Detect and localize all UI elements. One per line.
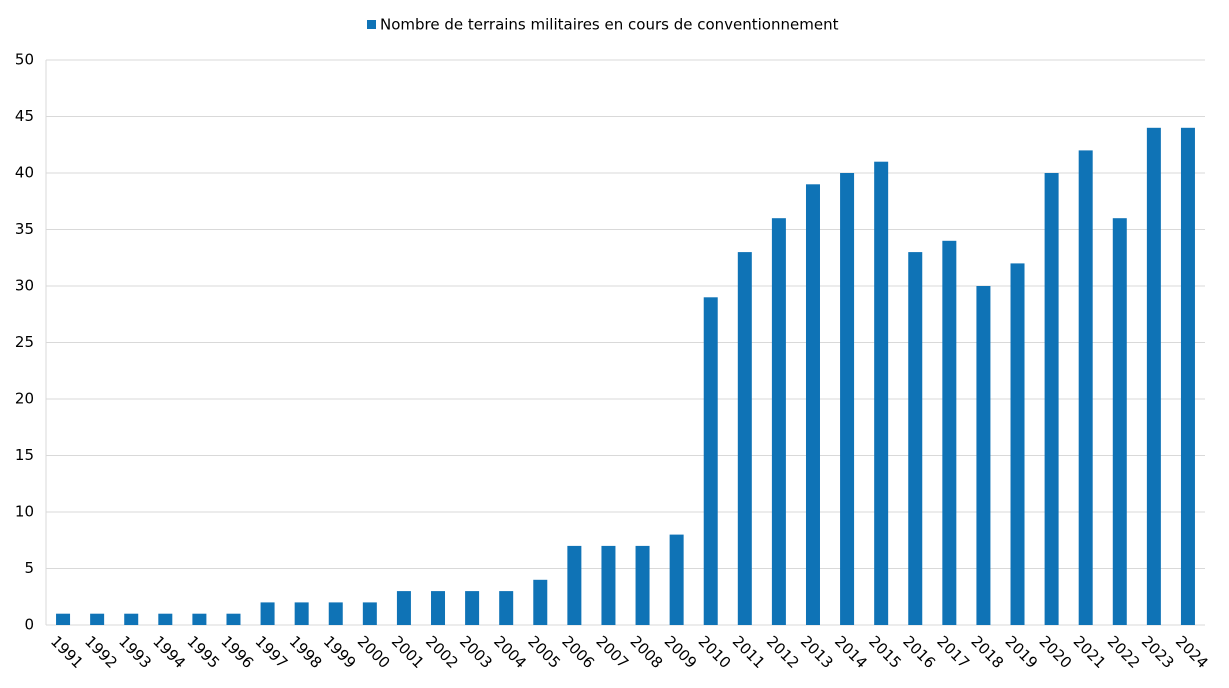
y-tick-label: 35 bbox=[15, 220, 34, 238]
x-tick-label: 2002 bbox=[422, 632, 462, 672]
bar bbox=[942, 240, 957, 626]
legend-label: Nombre de terrains militaires en cours d… bbox=[380, 16, 839, 34]
bar bbox=[771, 218, 786, 625]
legend-swatch bbox=[367, 20, 376, 29]
bar bbox=[56, 613, 71, 625]
x-tick-label: 2023 bbox=[1138, 632, 1178, 672]
x-tick-label: 2005 bbox=[524, 632, 564, 672]
x-tick-label: 2011 bbox=[729, 632, 769, 672]
bar bbox=[908, 252, 923, 625]
y-tick-label: 15 bbox=[15, 446, 34, 464]
x-tick-label: 2016 bbox=[899, 632, 939, 672]
y-tick-label: 30 bbox=[15, 277, 34, 295]
bar bbox=[840, 173, 855, 625]
y-tick-label: 25 bbox=[15, 333, 34, 351]
bar bbox=[533, 579, 548, 625]
x-tick-label: 2019 bbox=[1002, 632, 1042, 672]
bar bbox=[669, 534, 684, 625]
bar bbox=[1010, 263, 1025, 625]
bar bbox=[362, 602, 377, 625]
bar bbox=[1112, 218, 1127, 625]
x-tick-label: 2015 bbox=[865, 632, 905, 672]
x-tick-label: 2017 bbox=[933, 632, 973, 672]
x-tick-label: 2007 bbox=[592, 632, 632, 672]
x-tick-label: 2003 bbox=[456, 632, 496, 672]
y-tick-label: 40 bbox=[15, 164, 34, 182]
bar bbox=[260, 602, 275, 625]
x-tick-label: 1998 bbox=[286, 632, 326, 672]
bar bbox=[874, 161, 889, 625]
bar bbox=[805, 184, 820, 626]
bar bbox=[431, 591, 446, 625]
x-tick-label: 2008 bbox=[627, 632, 667, 672]
bar bbox=[703, 297, 718, 625]
x-tick-label: 1994 bbox=[149, 632, 189, 672]
x-tick-label: 1993 bbox=[115, 632, 155, 672]
y-tick-label: 20 bbox=[15, 390, 34, 408]
bar bbox=[601, 545, 616, 625]
x-tick-label: 1995 bbox=[183, 632, 223, 672]
x-tick-label: 2014 bbox=[831, 632, 871, 672]
bar bbox=[1078, 150, 1093, 625]
bar bbox=[499, 591, 514, 625]
x-tick-label: 2018 bbox=[967, 632, 1007, 672]
bar bbox=[1146, 127, 1161, 626]
y-tick-label: 50 bbox=[15, 51, 34, 69]
x-tick-label: 2000 bbox=[354, 632, 394, 672]
bar bbox=[1180, 127, 1195, 626]
bar bbox=[737, 252, 752, 625]
x-tick-label: 2021 bbox=[1070, 632, 1110, 672]
bar bbox=[396, 591, 411, 625]
y-tick-label: 10 bbox=[15, 503, 34, 521]
y-tick-label: 45 bbox=[15, 107, 34, 125]
bar bbox=[1044, 173, 1059, 625]
x-tick-label: 2006 bbox=[558, 632, 598, 672]
y-tick-label: 5 bbox=[24, 559, 34, 577]
bar bbox=[124, 613, 139, 625]
bar bbox=[192, 613, 207, 625]
x-tick-label: 2004 bbox=[490, 632, 530, 672]
bar bbox=[226, 613, 241, 625]
x-tick-label: 2022 bbox=[1104, 632, 1144, 672]
bar bbox=[976, 286, 991, 625]
bar bbox=[158, 613, 173, 625]
x-tick-label: 1996 bbox=[217, 632, 257, 672]
x-tick-label: 1999 bbox=[320, 632, 360, 672]
bar bbox=[294, 602, 309, 625]
y-tick-label: 0 bbox=[24, 616, 34, 634]
x-tick-label: 1992 bbox=[81, 632, 121, 672]
x-tick-label: 2013 bbox=[797, 632, 837, 672]
bar bbox=[635, 545, 650, 625]
x-tick-label: 1991 bbox=[47, 632, 87, 672]
bar bbox=[90, 613, 105, 625]
bar bbox=[465, 591, 480, 625]
x-tick-label: 2010 bbox=[695, 632, 735, 672]
x-tick-label: 2012 bbox=[763, 632, 803, 672]
x-tick-label: 1997 bbox=[252, 632, 292, 672]
bar bbox=[567, 545, 582, 625]
x-tick-label: 2001 bbox=[388, 632, 428, 672]
x-tick-label: 2020 bbox=[1036, 632, 1076, 672]
x-tick-label: 2009 bbox=[661, 632, 701, 672]
bar bbox=[328, 602, 343, 625]
x-tick-label: 2024 bbox=[1172, 632, 1212, 672]
